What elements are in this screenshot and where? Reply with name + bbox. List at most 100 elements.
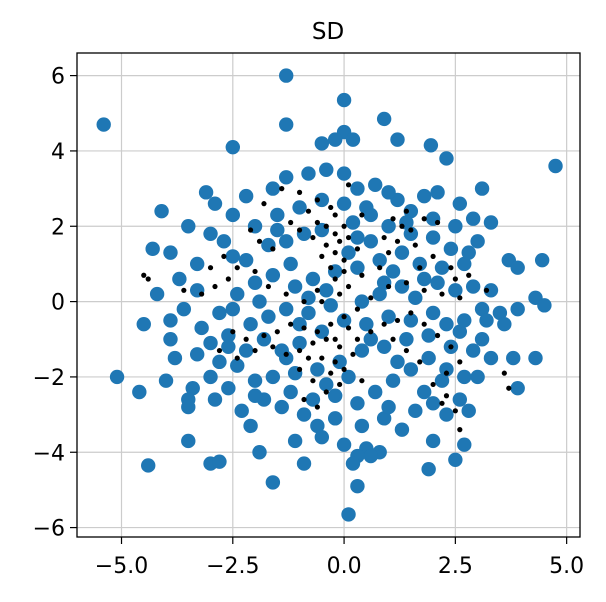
blue-point xyxy=(336,92,352,108)
black-point xyxy=(301,298,307,305)
blue-point xyxy=(425,305,441,321)
black-point xyxy=(296,227,303,233)
blue-point xyxy=(238,252,254,268)
y-tick-label: −6 xyxy=(33,517,65,542)
blue-point xyxy=(283,256,298,272)
black-point xyxy=(341,268,347,275)
y-tick-label: 6 xyxy=(51,65,65,90)
blue-point xyxy=(448,283,463,298)
blue-point xyxy=(448,219,463,234)
blue-point xyxy=(132,384,147,400)
blue-point xyxy=(221,381,236,396)
blue-point xyxy=(443,241,459,257)
blue-point xyxy=(528,350,543,366)
blue-point xyxy=(359,316,374,332)
black-point xyxy=(332,250,338,256)
black-point xyxy=(443,393,450,399)
black-point xyxy=(283,291,289,297)
black-point xyxy=(421,216,427,222)
black-point xyxy=(314,197,320,203)
blue-point xyxy=(225,207,240,223)
black-point xyxy=(354,306,361,312)
blue-point xyxy=(417,188,432,204)
blue-point xyxy=(225,301,240,317)
black-point xyxy=(319,253,325,259)
blue-point xyxy=(439,316,454,332)
blue-point xyxy=(470,234,485,249)
blue-point xyxy=(163,332,178,347)
black-point xyxy=(408,310,414,316)
blue-point xyxy=(203,369,218,385)
black-point xyxy=(332,212,338,218)
blue-point xyxy=(247,275,263,290)
black-point xyxy=(207,265,214,271)
blue-point xyxy=(270,207,285,223)
black-point xyxy=(310,378,316,384)
black-point xyxy=(421,287,427,293)
black-point xyxy=(359,212,365,218)
black-point xyxy=(301,325,307,331)
blue-point xyxy=(172,271,187,287)
x-tick-label: −5.0 xyxy=(95,554,148,579)
blue-point xyxy=(368,384,383,400)
black-point xyxy=(305,355,312,361)
black-point xyxy=(341,366,347,372)
black-point xyxy=(288,321,294,327)
black-point xyxy=(314,287,320,293)
black-point xyxy=(310,340,316,346)
blue-point xyxy=(425,433,441,449)
black-point xyxy=(283,351,289,357)
blue-point xyxy=(434,260,450,275)
blue-point xyxy=(287,433,303,449)
blue-point xyxy=(363,332,378,347)
black-point xyxy=(328,321,334,327)
blue-point xyxy=(403,313,419,328)
black-point xyxy=(359,378,365,384)
blue-point xyxy=(534,252,550,268)
black-point xyxy=(332,276,338,282)
blue-point xyxy=(336,313,352,328)
blue-point xyxy=(181,399,196,415)
blue-point xyxy=(421,462,436,477)
black-point xyxy=(439,291,445,297)
chart-title: SD xyxy=(312,19,344,45)
y-tick-label: 4 xyxy=(51,140,65,165)
blue-point xyxy=(439,151,454,166)
blue-point xyxy=(385,264,401,279)
blue-point xyxy=(372,286,387,302)
blue-point xyxy=(372,252,387,268)
black-point xyxy=(377,265,383,271)
blue-point xyxy=(292,200,307,215)
black-point xyxy=(319,355,325,361)
black-point xyxy=(261,201,267,207)
blue-point xyxy=(350,396,365,411)
blue-point xyxy=(207,392,223,407)
black-point xyxy=(408,227,414,233)
blue-point xyxy=(417,271,432,287)
blue-point xyxy=(403,203,419,219)
blue-point xyxy=(154,203,169,219)
blue-point xyxy=(537,298,552,313)
blue-point xyxy=(345,456,361,471)
series-0 xyxy=(96,68,563,522)
black-point xyxy=(368,295,374,301)
y-tick-label: −2 xyxy=(33,366,65,391)
blue-point xyxy=(341,245,356,260)
blue-point xyxy=(163,245,178,260)
blue-point xyxy=(354,418,370,434)
blue-point xyxy=(238,188,254,204)
black-point xyxy=(288,219,294,226)
black-point xyxy=(181,287,187,293)
black-point xyxy=(328,370,334,376)
blue-point xyxy=(230,286,245,302)
black-point xyxy=(412,242,418,248)
blue-point xyxy=(412,256,427,272)
black-point xyxy=(301,396,307,403)
blue-point xyxy=(336,437,352,452)
black-point xyxy=(323,223,329,229)
black-point xyxy=(328,265,334,271)
blue-point xyxy=(323,298,338,313)
blue-point xyxy=(203,335,218,351)
blue-point xyxy=(390,354,405,370)
blue-point xyxy=(350,260,365,275)
